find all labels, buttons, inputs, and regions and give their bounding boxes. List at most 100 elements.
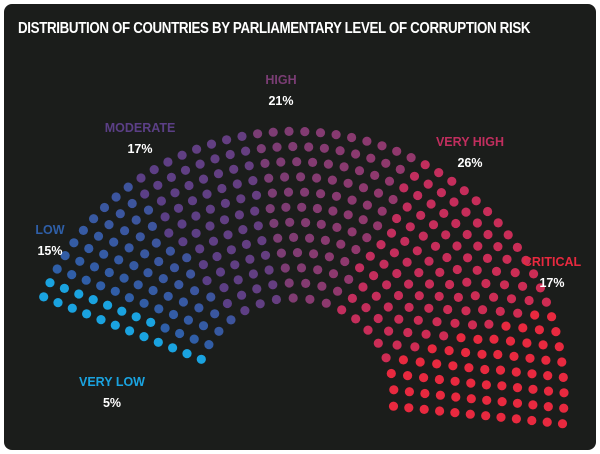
seat-dot-moderate xyxy=(192,144,202,154)
seat-dot-very-high xyxy=(441,230,451,240)
seat-dot-low xyxy=(139,298,149,308)
seat-dot-critical xyxy=(404,387,414,397)
seat-dot-very-high xyxy=(389,248,399,258)
seat-dot-high xyxy=(324,252,334,262)
parliament-chart: VERY LOW 5% LOW 15% MODERATE 17% HIGH 21% VERY H… xyxy=(35,73,582,429)
seat-dot-high xyxy=(304,142,314,152)
seat-dot-moderate xyxy=(255,299,265,309)
seat-dot-high xyxy=(276,157,286,167)
seat-dot-moderate xyxy=(191,228,201,238)
seat-dot-critical xyxy=(481,411,491,421)
seat-dot-moderate xyxy=(241,146,251,156)
seat-dot-moderate xyxy=(191,211,201,221)
seat-dot-very-high xyxy=(529,269,539,279)
seat-dot-critical xyxy=(480,364,490,375)
seat-dot-high xyxy=(321,298,331,308)
seat-dot-very-high xyxy=(337,305,347,315)
seat-dot-very-high xyxy=(467,320,478,330)
seat-dot-low xyxy=(151,238,161,248)
seat-dot-very-high xyxy=(435,267,445,277)
seat-dot-critical xyxy=(419,404,429,414)
seat-dot-low xyxy=(160,323,170,333)
seat-dot-low xyxy=(120,226,130,236)
value-label-moderate: 17% xyxy=(127,142,152,156)
seat-dot-low xyxy=(114,255,124,265)
seat-dot-very-high xyxy=(392,213,402,224)
seat-dot-low xyxy=(154,304,164,314)
seat-dot-critical xyxy=(493,349,503,360)
seat-dot-high xyxy=(316,189,326,199)
seat-dot-very-high xyxy=(424,279,435,289)
seat-dot-very-high xyxy=(470,291,480,301)
seat-dot-very-high xyxy=(510,268,520,278)
seat-dot-very-high xyxy=(541,297,552,307)
seat-dot-high xyxy=(292,157,302,167)
seat-dot-moderate xyxy=(220,198,230,208)
seat-dot-critical xyxy=(522,338,532,348)
seat-dot-moderate xyxy=(237,131,247,141)
seat-dot-high xyxy=(323,159,333,169)
seat-dot-moderate xyxy=(229,164,239,174)
seat-dot-very-low xyxy=(196,354,206,364)
seat-dot-very-high xyxy=(384,326,394,336)
seat-dot-moderate xyxy=(180,165,191,175)
seat-dot-low xyxy=(69,238,79,248)
seat-dot-moderate xyxy=(223,230,233,240)
seat-dot-high xyxy=(377,141,387,151)
seat-dot-high xyxy=(332,222,342,232)
seat-dot-moderate xyxy=(149,165,159,175)
seat-dot-critical xyxy=(473,334,483,344)
seat-dot-high xyxy=(281,202,291,212)
seat-dot-low xyxy=(131,215,141,225)
seat-dot-very-high xyxy=(499,280,510,290)
seat-dot-critical xyxy=(538,340,548,350)
seat-dot-low xyxy=(143,268,153,278)
seat-dot-high xyxy=(358,215,368,225)
seat-dot-very-high xyxy=(483,206,493,217)
seat-dot-very-high xyxy=(381,353,391,363)
seat-dot-low xyxy=(93,231,104,241)
seat-dot-very-low xyxy=(103,300,113,310)
seat-dot-high xyxy=(308,157,318,167)
seat-dot-high xyxy=(301,278,311,288)
seat-dot-critical xyxy=(541,355,551,365)
seat-dot-very-high xyxy=(392,268,402,279)
seat-dot-very-high xyxy=(392,340,402,350)
seat-dot-low xyxy=(226,315,236,325)
seat-dot-very-high xyxy=(426,199,436,209)
seat-dot-critical xyxy=(511,414,521,424)
seat-dot-very-low xyxy=(45,278,55,288)
seat-dot-moderate xyxy=(177,150,187,160)
seat-dot-very-high xyxy=(371,291,381,301)
seat-dot-critical xyxy=(528,400,538,410)
seat-dot-moderate xyxy=(208,236,219,246)
seat-dot-very-high xyxy=(379,259,389,269)
seat-dot-very-high xyxy=(423,179,433,189)
seat-dot-moderate xyxy=(178,237,188,247)
seat-dot-critical xyxy=(477,349,487,359)
seat-dot-very-high xyxy=(369,271,379,281)
seat-dot-high xyxy=(316,219,326,229)
seat-dot-moderate xyxy=(173,203,184,213)
seat-dot-moderate xyxy=(225,149,235,160)
seat-dot-high xyxy=(331,130,341,140)
chart-panel: DISTRIBUTION OF COUNTRIES BY PARLIAMENTA… xyxy=(4,4,596,450)
seat-dot-very-high xyxy=(404,279,414,289)
seat-dot-moderate xyxy=(250,206,260,216)
seat-dot-low xyxy=(104,220,114,230)
seat-dot-low xyxy=(78,225,88,235)
seat-dot-very-high xyxy=(449,197,459,207)
seat-dot-moderate xyxy=(163,157,173,167)
seat-dot-critical xyxy=(466,394,476,404)
seat-dot-moderate xyxy=(202,276,212,286)
seat-dot-moderate xyxy=(210,154,220,164)
seat-dot-very-low xyxy=(139,332,149,342)
seat-dot-very-high xyxy=(463,253,473,263)
seat-dot-high xyxy=(260,158,270,168)
seat-dot-very-high xyxy=(439,208,449,218)
seat-dot-high xyxy=(384,176,395,186)
seat-dot-moderate xyxy=(251,190,262,200)
seat-dot-very-high xyxy=(513,308,523,318)
seat-dot-low xyxy=(119,273,129,283)
seat-dot-high xyxy=(392,146,402,156)
